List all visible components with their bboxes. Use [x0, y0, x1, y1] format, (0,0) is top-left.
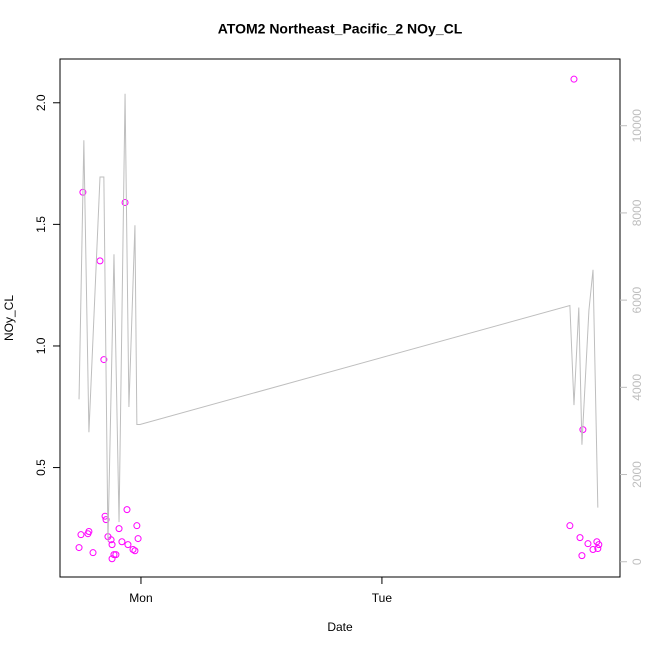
y2-tick-label: 6000 [630, 286, 644, 313]
chart-title: ATOM2 Northeast_Pacific_2 NOy_CL [218, 21, 463, 37]
data-line [78, 93, 599, 542]
y-tick-label: 1.5 [34, 216, 48, 233]
x-tick-label: Tue [372, 591, 393, 605]
data-point [112, 551, 120, 559]
data-point [134, 535, 142, 543]
y2-tick-label: 10000 [630, 109, 644, 143]
data-point [115, 525, 123, 533]
data-point [85, 528, 93, 536]
data-point [102, 516, 110, 524]
data-point [584, 540, 592, 548]
y2-tick-label: 8000 [630, 199, 644, 226]
data-point [124, 541, 132, 549]
y2-tick-label: 2000 [630, 461, 644, 488]
y-axis-label: NOy_CL [2, 295, 16, 341]
data-point [566, 522, 574, 530]
y-tick-label: 0.5 [34, 459, 48, 476]
data-point [118, 538, 126, 546]
data-point [578, 552, 586, 560]
x-tick-label: Mon [129, 591, 152, 605]
data-point [96, 257, 104, 265]
data-point [589, 546, 597, 554]
data-point [570, 75, 578, 83]
y2-tick-label: 0 [630, 558, 644, 565]
y2-tick-label: 4000 [630, 374, 644, 401]
data-point [77, 531, 85, 539]
plot-frame [59, 58, 621, 578]
data-point [121, 198, 129, 206]
data-point [594, 545, 602, 553]
data-point [131, 547, 139, 555]
data-point [133, 522, 141, 530]
data-point [108, 555, 116, 563]
data-point [89, 549, 97, 557]
data-point [129, 546, 137, 554]
data-point [100, 356, 108, 364]
data-point [595, 541, 603, 549]
x-axis-label: Date [327, 620, 353, 634]
y-tick-label: 2.0 [34, 94, 48, 111]
data-point [108, 541, 116, 549]
data-point [75, 544, 83, 552]
data-point [576, 534, 584, 542]
y-tick-label: 1.0 [34, 337, 48, 354]
data-point [110, 551, 118, 559]
data-point [123, 506, 131, 514]
